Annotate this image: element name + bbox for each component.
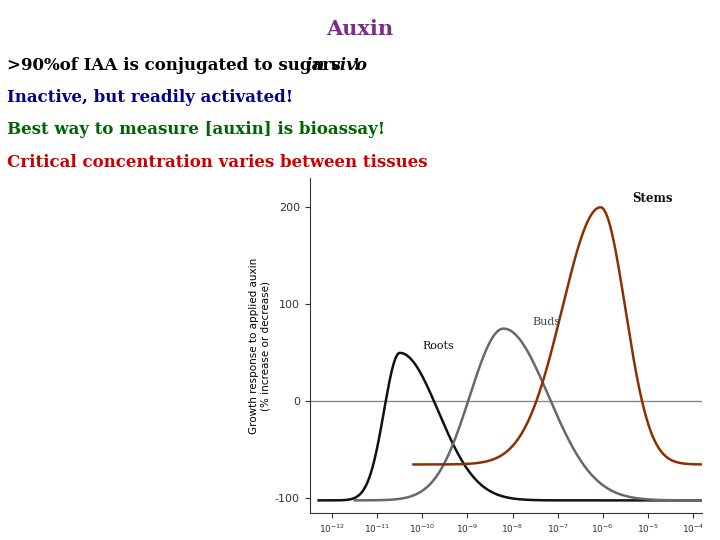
Text: Auxin: Auxin <box>326 19 394 39</box>
Text: Critical concentration varies between tissues: Critical concentration varies between ti… <box>7 154 428 171</box>
Text: !: ! <box>353 57 360 73</box>
Text: Best way to measure [auxin] is bioassay!: Best way to measure [auxin] is bioassay! <box>7 122 385 138</box>
Y-axis label: Growth response to applied auxin
(% increase or decrease): Growth response to applied auxin (% incr… <box>249 258 271 434</box>
Text: in vivo: in vivo <box>306 57 367 73</box>
Text: Stems: Stems <box>632 192 672 205</box>
Text: Roots: Roots <box>423 341 454 351</box>
Text: Inactive, but readily activated!: Inactive, but readily activated! <box>7 89 293 106</box>
Text: >90%of IAA is conjugated to sugars: >90%of IAA is conjugated to sugars <box>7 57 346 73</box>
Text: Buds: Buds <box>533 317 561 327</box>
